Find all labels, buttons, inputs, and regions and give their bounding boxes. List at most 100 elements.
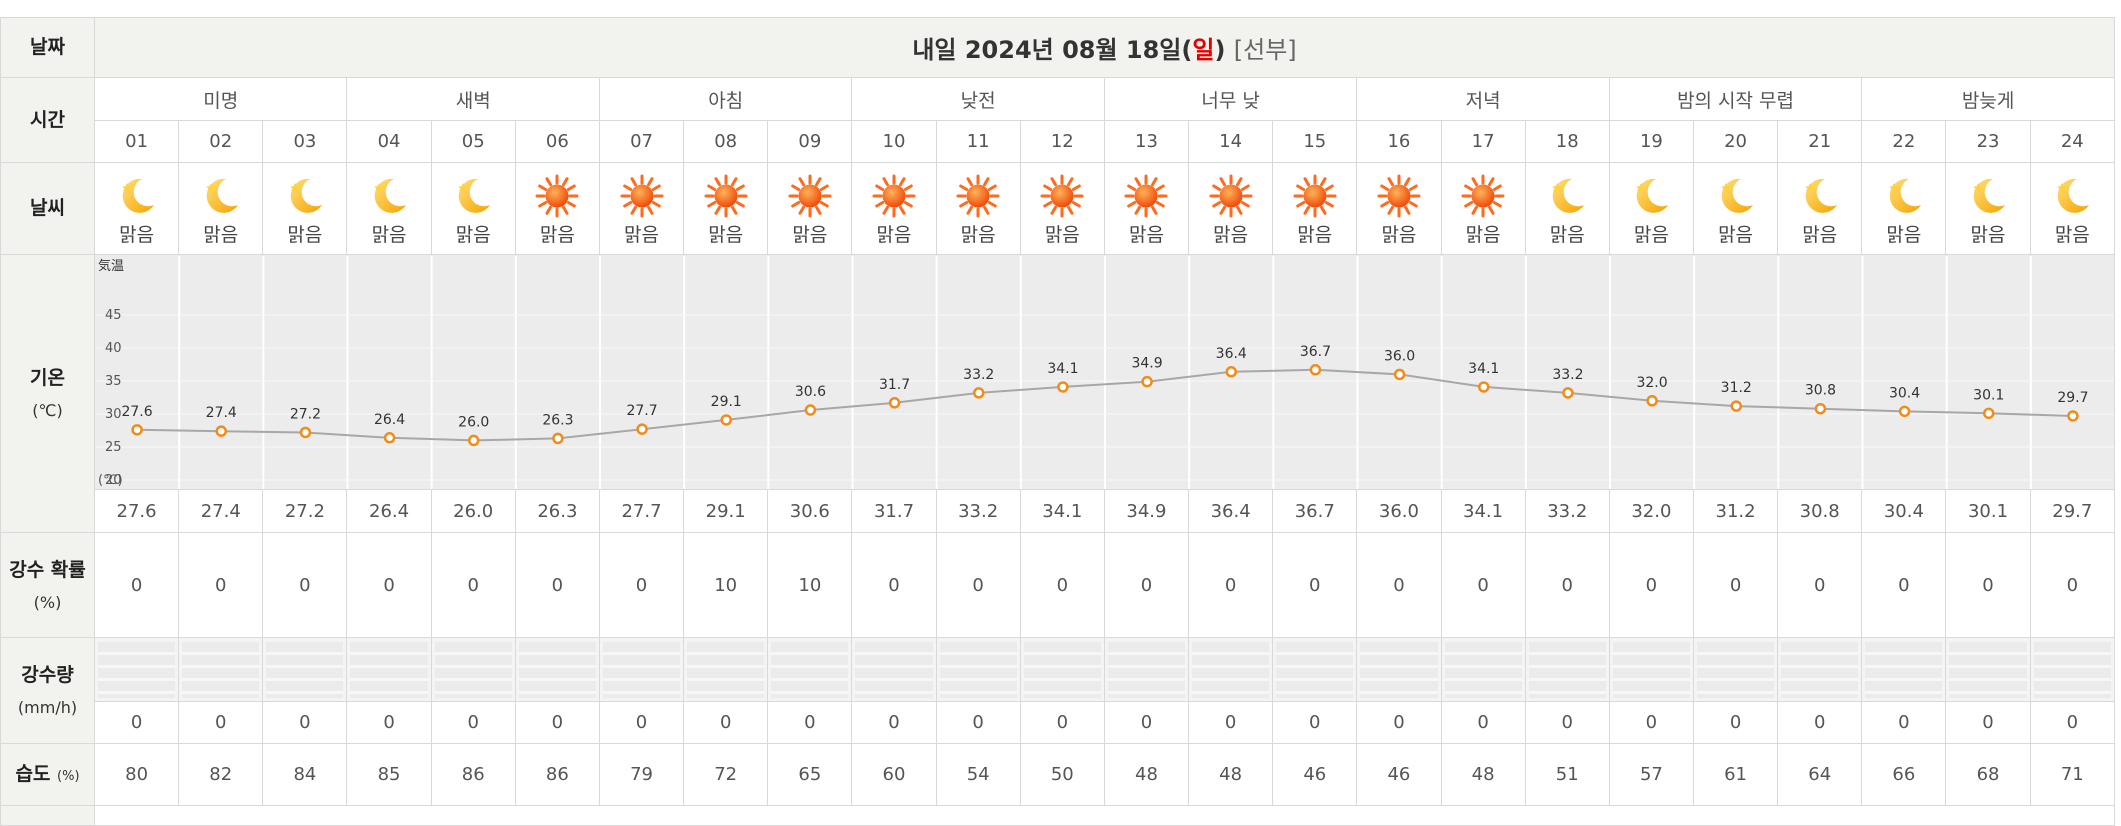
- period-row: 시간 미명 새벽 아침 낮전 너무 낮 저녁 밤의 시작 무렵 밤늦게: [0, 77, 2115, 163]
- hour-cell: 21: [1777, 120, 1863, 163]
- y-tick-label: 25: [105, 440, 122, 455]
- humidity-value: 80: [93, 743, 180, 806]
- temp-value: 30.8: [1777, 489, 1863, 533]
- weather-label: 날씨: [0, 162, 95, 255]
- temp-value: 26.4: [346, 489, 432, 533]
- hour-cell: 20: [1692, 120, 1779, 163]
- rain-bar-cell: [1103, 637, 1190, 702]
- humidity-value: 46: [1356, 743, 1442, 806]
- period-cell: 낮전: [851, 77, 1105, 121]
- next-row-label: [0, 805, 95, 826]
- sky-cell: 맑음: [851, 162, 937, 255]
- temperature-point: [1057, 380, 1069, 393]
- temperature-point: [299, 426, 312, 438]
- pop-value: 0: [598, 532, 685, 638]
- sky-cell: 맑음: [767, 162, 853, 255]
- date-header: 내일 2024년 08월 18일(일) [선부]: [94, 17, 2115, 78]
- temperature-point-label: 36.7: [1300, 343, 1331, 359]
- hour-cell: 05: [430, 120, 516, 163]
- date-label: 날짜: [0, 17, 95, 78]
- sky-cell: 맑음: [1524, 162, 1610, 255]
- temperature-point: [720, 413, 732, 426]
- rain-bar-cell: [1692, 637, 1779, 702]
- humidity-value: 72: [683, 743, 769, 806]
- sky-cell: 맑음: [1103, 162, 1190, 255]
- sky-text: 맑음: [371, 223, 407, 246]
- rain-bar: [266, 641, 344, 698]
- sky-cell: 맑음: [262, 162, 348, 255]
- sky-cell: 맑음: [1019, 162, 1105, 255]
- rain-value: 0: [1692, 701, 1779, 744]
- temp-value: 36.7: [1272, 489, 1358, 533]
- humidity-value: 84: [262, 743, 348, 806]
- sky-cell: 맑음: [178, 162, 264, 255]
- sky-text: 맑음: [203, 223, 239, 246]
- rain-bar-cell: [1608, 637, 1694, 702]
- hour-cell: 08: [683, 120, 769, 163]
- pop-value: 0: [514, 532, 600, 638]
- hour-cell: 12: [1019, 120, 1105, 163]
- sky-cell: 맑음: [1777, 162, 1863, 255]
- sky-text: 맑음: [1718, 223, 1754, 246]
- sky-cell: 맑음: [514, 162, 600, 255]
- pop-value: 0: [93, 532, 180, 638]
- temp-value: 36.0: [1356, 489, 1442, 533]
- rain-value: 0: [935, 701, 1021, 744]
- temperature-point: [1225, 365, 1237, 378]
- temp-value: 31.7: [851, 489, 937, 533]
- rain-value: 0: [1524, 701, 1610, 744]
- hour-cell: 04: [346, 120, 432, 163]
- temperature-point-label: 33.2: [1552, 366, 1583, 382]
- temperature-point-label: 30.4: [1889, 385, 1920, 401]
- temp-value: 30.4: [1861, 489, 1947, 533]
- rain-bar: [1865, 641, 1943, 698]
- rain-value: 0: [1188, 701, 1274, 744]
- precip-bar-row: 강수량 (mm/h): [0, 637, 2116, 744]
- sky-cell: 맑음: [935, 162, 1021, 255]
- period-cell: 밤늦게: [1861, 77, 2115, 121]
- temperature-point: [1983, 407, 1995, 419]
- moon-icon: [1947, 174, 2029, 218]
- rain-bar: [1696, 641, 1775, 698]
- sun-icon: [1021, 174, 1103, 218]
- y-tick-label: 45: [105, 308, 122, 323]
- temperature-chart: 45 40 35 30 25 20 気温 (℃) 27.6 27.4 27.2 26.4 26.0 26.…: [94, 254, 2115, 490]
- temp-value: 32.0: [1608, 489, 1694, 533]
- period-cell: 미명: [93, 77, 348, 121]
- rain-bar: [1444, 641, 1522, 698]
- temperature-chart-row: 기온 (℃) 45 40 35 30 25 20 気温 (℃) 27.6 27.4 27.2 26.4…: [0, 254, 2115, 533]
- y-tick-label: 35: [105, 374, 122, 389]
- temp-value: 30.1: [1945, 489, 2031, 533]
- sun-icon: [516, 174, 598, 218]
- pop-label-unit: (%): [33, 592, 62, 612]
- sky-text: 맑음: [287, 223, 323, 246]
- humidity-value: 86: [514, 743, 600, 806]
- rain-bar: [2033, 641, 2111, 698]
- rain-bar-cell: [1524, 637, 1610, 702]
- period-cell: 아침: [598, 77, 853, 121]
- hour-cell: 07: [598, 120, 685, 163]
- pop-label-text: 강수 확률: [9, 558, 86, 581]
- hour-cell: 18: [1524, 120, 1610, 163]
- y-tick-label: 40: [105, 341, 122, 356]
- sky-text: 맑음: [792, 223, 828, 246]
- hour-cell: 16: [1356, 120, 1442, 163]
- rain-bar-cell: [1440, 637, 1526, 702]
- hour-cell: 19: [1608, 120, 1694, 163]
- rain-label-text: 강수량: [21, 664, 74, 687]
- pop-value: 0: [1945, 532, 2031, 638]
- rain-bar-cell: [1188, 637, 1274, 702]
- rain-label: 강수량 (mm/h): [0, 637, 95, 744]
- temperature-chart-svg: 45 40 35 30 25 20 気温 (℃) 27.6 27.4 27.2 26.4 26.0 26.…: [95, 255, 2114, 489]
- humidity-value: 60: [851, 743, 937, 806]
- period-cell: 새벽: [346, 77, 600, 121]
- sky-cell: 맑음: [430, 162, 516, 255]
- temperature-point: [1562, 386, 1574, 399]
- rain-bar: [350, 641, 428, 698]
- rain-bar-cell: [262, 637, 348, 702]
- humidity-label: 습도 (%): [0, 743, 95, 806]
- pop-value: 10: [767, 532, 853, 638]
- hour-cell: 17: [1440, 120, 1526, 163]
- sky-cell: 맑음: [346, 162, 432, 255]
- temperature-point-label: 34.9: [1131, 355, 1162, 371]
